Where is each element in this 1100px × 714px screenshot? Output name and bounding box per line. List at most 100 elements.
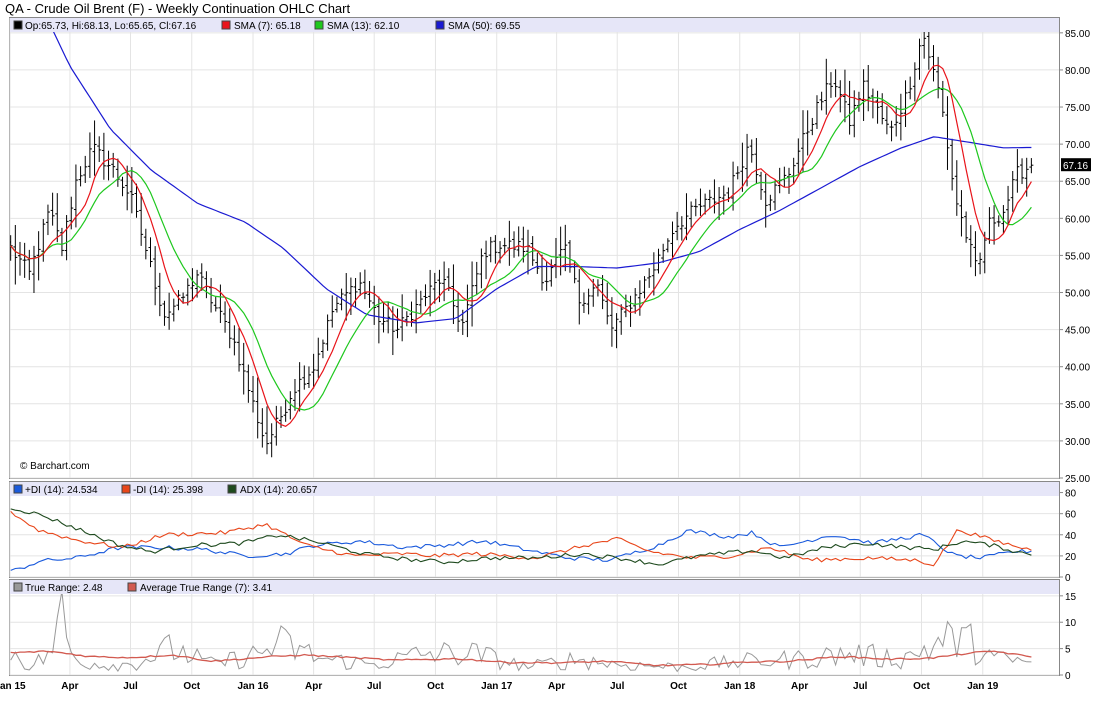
ohlc-bar <box>474 261 479 295</box>
x-tick-label: Jul <box>610 681 625 692</box>
ohlc-bar <box>609 297 614 347</box>
ohlc-bar <box>55 193 60 243</box>
ohlc-bar <box>241 342 246 395</box>
y-tick-label: 65.00 <box>1065 177 1090 188</box>
ohlc-bar <box>623 294 628 318</box>
ohlc-bar <box>959 190 964 237</box>
price-panel-frame <box>9 17 1060 479</box>
ohlc-bar <box>1001 205 1006 234</box>
ohlc-bar <box>251 376 256 413</box>
ohlc-bar <box>157 272 162 317</box>
ohlc-bar <box>577 269 582 325</box>
ohlc-bar <box>428 269 433 317</box>
ohlc-bar <box>101 132 106 180</box>
ohlc-bar <box>432 272 437 304</box>
ohlc-bar <box>824 58 829 115</box>
atr-line <box>10 650 1032 667</box>
ohlc-bar <box>367 281 372 308</box>
ohlc-bar <box>903 80 908 127</box>
minus-di-legend-text: -DI (14): 25.398 <box>133 485 203 496</box>
sma13-line <box>10 87 1032 411</box>
ohlc-bar <box>162 300 167 326</box>
ohlc-bar <box>684 193 689 241</box>
y-tick-label: 15 <box>1065 592 1077 603</box>
ohlc-bar <box>218 284 223 324</box>
ohlc-bar <box>45 204 50 236</box>
x-tick-label: Oct <box>913 681 930 692</box>
ohlc-bar <box>64 215 69 261</box>
ohlc-bar <box>283 398 288 422</box>
ohlc-bar <box>358 272 363 296</box>
ohlc-bar <box>223 301 228 333</box>
ohlc-legend-swatch <box>13 20 23 30</box>
range-plot <box>10 591 1032 673</box>
ohlc-bar <box>926 32 931 70</box>
ohlc-bar <box>679 216 684 241</box>
ohlc-bar <box>917 38 922 80</box>
ohlc-bar <box>120 176 125 197</box>
ohlc-bar <box>731 161 736 211</box>
ohlc-bar <box>922 32 927 59</box>
ohlc-bar <box>265 406 270 455</box>
ohlc-bar <box>269 423 274 458</box>
dmi-panel-frame <box>9 481 1060 578</box>
ohlc-bar <box>176 290 181 311</box>
y-tick-label: 25.00 <box>1065 474 1090 485</box>
ohlc-bar <box>698 188 703 216</box>
y-tick-label: 75.00 <box>1065 103 1090 114</box>
ohlc-bar <box>507 220 512 266</box>
ohlc-bar <box>847 80 852 135</box>
ohlc-bar <box>353 277 358 307</box>
ohlc-bar <box>404 311 409 327</box>
y-tick-label: 0 <box>1065 573 1071 584</box>
ohlc-bar <box>106 150 111 181</box>
ohlc-bar <box>395 308 400 339</box>
ohlc-bar <box>111 152 116 178</box>
ohlc-bar <box>493 235 498 264</box>
ohlc-bar <box>954 160 959 216</box>
last-price-label: 67.16 <box>1063 161 1088 172</box>
y-tick-label: 70.00 <box>1065 140 1090 151</box>
ohlc-bar <box>633 288 638 314</box>
ohlc-bar <box>665 238 670 253</box>
ohlc-bar <box>311 353 316 389</box>
x-tick-label: Jan 17 <box>481 681 513 692</box>
ohlc-bar <box>614 313 619 349</box>
sma13-legend-text: SMA (13): 62.10 <box>327 21 400 32</box>
ohlc-bar <box>13 225 18 285</box>
ohlc-bar <box>334 296 339 313</box>
plus-di-line <box>10 529 1032 571</box>
x-tick-label: Apr <box>791 681 808 692</box>
ohlc-bar <box>488 236 493 263</box>
x-tick-label: Apr <box>305 681 322 692</box>
ohlc-bar <box>330 295 335 328</box>
ohlc-bar <box>861 69 866 121</box>
ohlc-bar <box>418 290 423 313</box>
x-tick-label: Jul <box>123 681 138 692</box>
x-tick-label: Jul <box>853 681 868 692</box>
ohlc-bar <box>339 288 344 311</box>
sma13-legend-swatch <box>314 20 324 30</box>
y-tick-label: 80 <box>1065 489 1077 500</box>
ohlc-bar <box>703 193 708 215</box>
ohlc-bar <box>181 292 186 304</box>
ohlc-bar <box>707 189 712 209</box>
ohlc-bar <box>866 64 871 112</box>
y-tick-label: 60 <box>1065 510 1077 521</box>
last-price-marker: 67.16 <box>1061 158 1091 172</box>
ohlc-bar <box>605 282 610 325</box>
x-tick-label: Apr <box>548 681 565 692</box>
ohlc-bar <box>143 228 148 260</box>
ohlc-bar <box>423 284 428 307</box>
ohlc-bar <box>512 231 517 258</box>
ohlc-bar <box>1010 171 1015 212</box>
ohlc-bar <box>950 138 955 191</box>
ohlc-legend-text: Op:65.73, Hi:68.13, Lo:65.65, Cl:67.16 <box>25 21 197 32</box>
chart-title: QA - Crude Oil Brent (F) - Weekly Contin… <box>5 1 351 16</box>
ohlc-bar <box>36 231 41 281</box>
ohlc-bar <box>260 408 265 448</box>
ohlc-bar <box>17 241 22 276</box>
y-tick-label: 85.00 <box>1065 29 1090 40</box>
sma7-legend-text: SMA (7): 65.18 <box>234 21 301 32</box>
price-legend-bar <box>10 18 1059 32</box>
